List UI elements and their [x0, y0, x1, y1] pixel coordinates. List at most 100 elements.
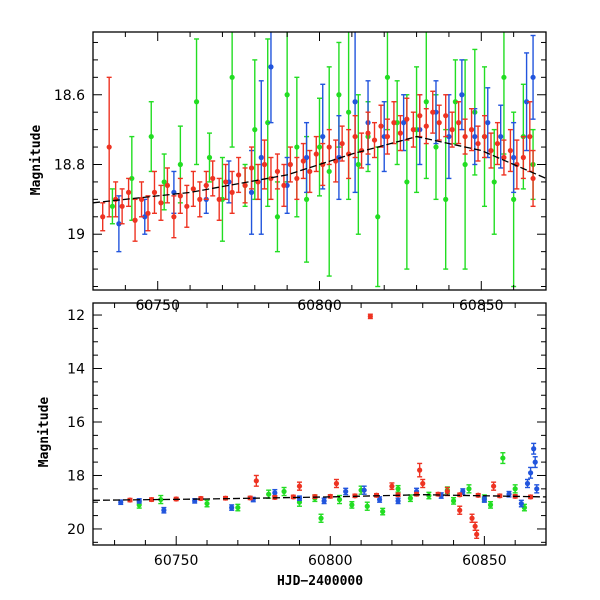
bottom-series-1-point [527, 466, 534, 479]
bottom-y-tick-label: 16 [67, 415, 85, 431]
data-point [404, 179, 410, 185]
bottom-y-tick-label: 20 [67, 522, 85, 538]
data-point [229, 189, 235, 195]
data-point [343, 488, 349, 495]
data-point [475, 140, 481, 147]
bottom-series-2-point [198, 495, 204, 502]
data-point [468, 127, 475, 133]
data-point [466, 486, 472, 492]
top-series-2-point [462, 118, 468, 155]
bottom-series-2-point [296, 481, 303, 491]
data-point [491, 483, 497, 489]
data-point [361, 487, 367, 493]
data-point [511, 154, 517, 161]
top-series-2-point [138, 181, 145, 218]
top-series-2-point [229, 170, 235, 214]
data-point [436, 120, 442, 126]
data-point [375, 214, 381, 220]
data-point [507, 147, 514, 154]
data-point [389, 483, 395, 489]
data-point [494, 140, 501, 147]
bottom-series-2-point [253, 474, 259, 487]
bottom-series-1-point [518, 499, 524, 508]
data-point [472, 523, 478, 529]
data-point [474, 531, 480, 537]
data-point [252, 127, 258, 133]
data-point [229, 74, 235, 80]
data-point [268, 64, 274, 70]
data-point [145, 210, 151, 216]
top-series-0-point [375, 146, 381, 288]
top-series-1-point [511, 121, 517, 194]
bottom-series-0-point [395, 484, 401, 493]
top-series-2-point [236, 156, 242, 194]
top-plot-area: 60750 60800 60850 18.6 18.8 19 [54, 31, 547, 314]
bottom-series-2-point [420, 478, 426, 489]
top-series-1-point [530, 34, 536, 120]
data-point [349, 502, 355, 508]
bottom-series-1-point [531, 442, 537, 455]
top-series-0-point [193, 38, 200, 166]
data-point [449, 127, 455, 133]
data-point [320, 133, 326, 140]
top-x-tick-label: 60850 [459, 298, 504, 314]
top-series-2-point [177, 177, 183, 214]
bottom-series-1-point [161, 506, 167, 514]
data-point [395, 486, 401, 492]
bottom-series-0-point [512, 484, 518, 494]
top-series-2-point [449, 111, 455, 148]
data-point [498, 133, 504, 140]
data-point [296, 483, 303, 489]
data-point [452, 99, 458, 105]
top-series-2-point [404, 97, 410, 141]
top-series-2-point [371, 121, 378, 159]
top-series-2-point [378, 104, 384, 148]
top-series-2-point [145, 195, 151, 232]
top-series-2-point [481, 114, 488, 159]
data-point [272, 490, 278, 496]
data-point [171, 214, 177, 220]
data-point [316, 144, 323, 150]
top-series-2-point [423, 108, 429, 145]
top-series-2-point [171, 195, 177, 239]
bottom-series-2-point [472, 521, 478, 531]
top-series-2-point [456, 101, 462, 145]
data-point [462, 133, 468, 140]
data-point [336, 92, 342, 98]
data-point [520, 154, 526, 161]
top-series-0-point [462, 59, 468, 270]
top-series-0-point [423, 32, 429, 180]
data-point [258, 154, 264, 161]
data-point [296, 495, 303, 501]
data-point [307, 168, 313, 175]
data-point [326, 168, 332, 175]
top-series-1-point [352, 32, 358, 194]
data-point [435, 491, 441, 497]
data-point [531, 446, 537, 452]
top-series-2-point [507, 128, 514, 173]
top-series-0-point [109, 188, 116, 225]
data-point [481, 133, 488, 140]
top-series-2-point [365, 111, 371, 155]
bottom-data-layer [93, 313, 546, 540]
data-point [456, 120, 462, 126]
top-series-0-point [206, 132, 213, 183]
data-point [287, 161, 293, 168]
bottom-series-1-point [524, 478, 531, 489]
bottom-x-tick-label: 60850 [462, 553, 507, 569]
data-point [177, 193, 183, 199]
data-point [266, 491, 272, 497]
bottom-series-0-point [466, 484, 472, 494]
data-point [268, 175, 274, 182]
top-series-2-point [468, 108, 475, 152]
top-series-1-point [523, 52, 530, 152]
top-series-2-point [307, 149, 313, 194]
data-point [300, 158, 306, 164]
top-series-1-point [485, 87, 491, 159]
data-point [426, 492, 432, 499]
bottom-y-tick-label: 18 [67, 468, 85, 484]
top-series-2-point [488, 132, 494, 169]
top-series-0-point [355, 94, 361, 235]
data-point [443, 196, 449, 202]
data-point [530, 74, 536, 80]
